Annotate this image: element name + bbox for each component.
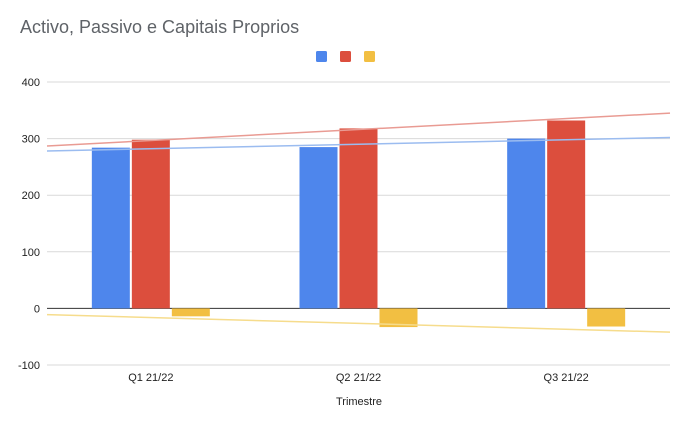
y-tick-label: 300	[22, 134, 40, 146]
trendline-1	[46, 112, 671, 147]
bar-series3-1	[171, 308, 210, 317]
bar-series1-3	[507, 138, 546, 309]
bar-series2-1	[131, 139, 170, 309]
bar-series1-2	[299, 147, 338, 309]
x-tick-label: Q1 21/22	[128, 372, 173, 384]
trendline-2	[46, 136, 671, 152]
y-tick-label: 200	[22, 190, 40, 202]
x-tick-label: Q2 21/22	[336, 372, 381, 384]
legend	[316, 51, 375, 62]
x-tick-labels: Q1 21/22 Q2 21/22 Q3 21/22	[128, 372, 589, 384]
bars	[91, 120, 626, 328]
x-tick-label: Q3 21/22	[544, 372, 589, 384]
bar-series1-1	[91, 147, 130, 309]
x-axis-title: Trimestre	[336, 396, 382, 408]
chart-title: Activo, Passivo e Capitais Proprios	[20, 17, 300, 37]
y-tick-label: 400	[22, 77, 40, 89]
y-tick-label: 0	[34, 303, 40, 315]
legend-swatch-3	[364, 51, 375, 62]
trendline-3	[46, 313, 671, 333]
bar-series2-2	[339, 128, 378, 309]
y-tick-label: -100	[18, 360, 40, 372]
trendlines	[46, 112, 671, 333]
bar-series2-3	[547, 120, 586, 309]
bar-series3-3	[587, 308, 626, 327]
legend-swatch-1	[316, 51, 327, 62]
legend-swatch-2	[340, 51, 351, 62]
y-tick-labels: -100 0 100 200 300 400	[18, 77, 40, 372]
y-tick-label: 100	[22, 247, 40, 259]
bar-series3-2	[379, 308, 418, 328]
